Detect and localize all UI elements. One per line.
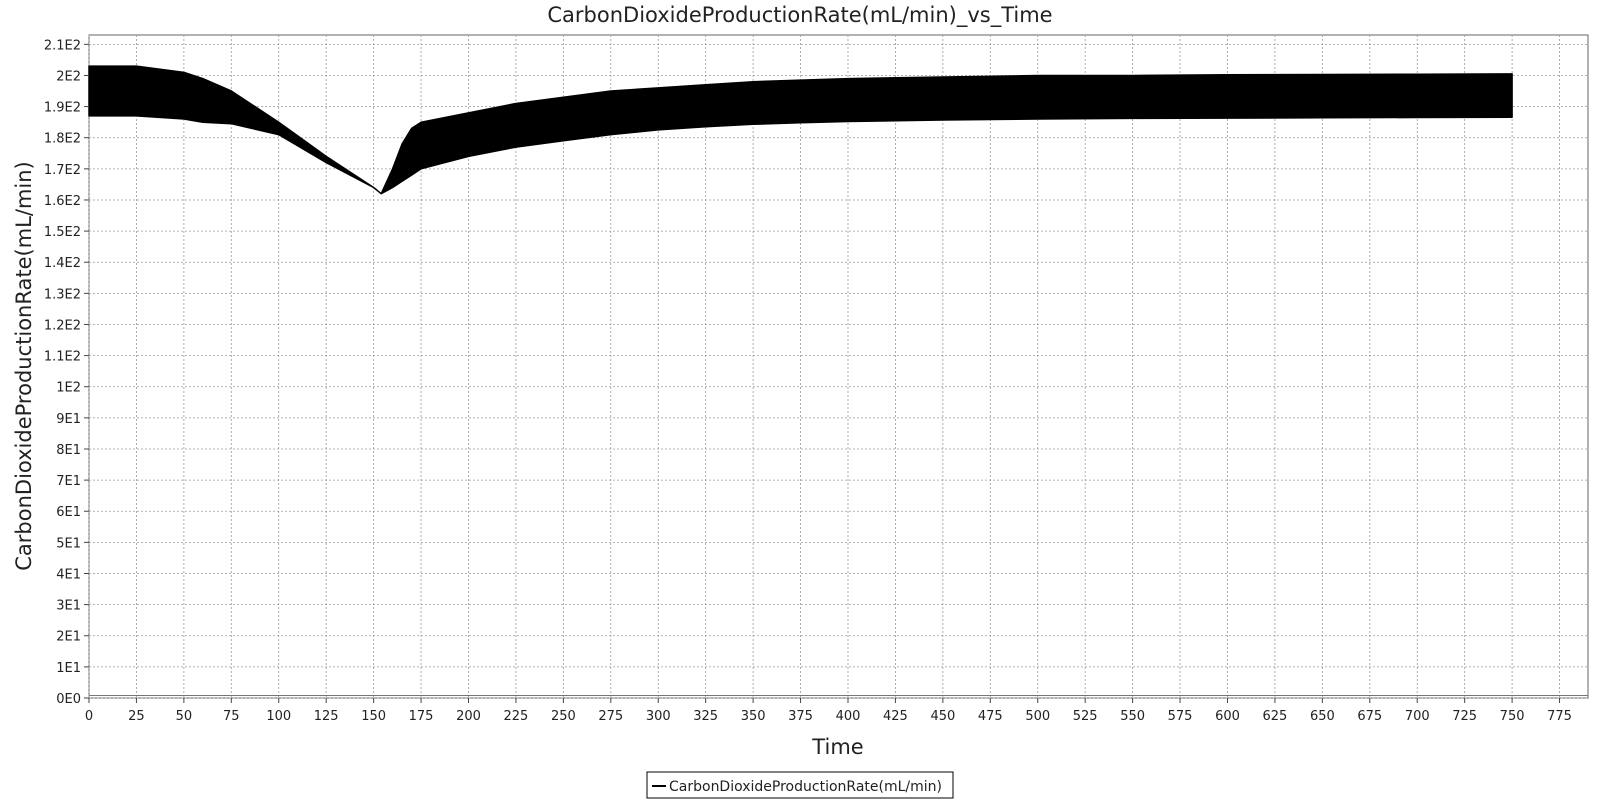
y-tick-label: 9E1	[56, 412, 81, 427]
y-tick-label: 1E1	[56, 661, 81, 676]
x-tick-label: 100	[266, 709, 291, 724]
x-tick-label: 150	[361, 709, 386, 724]
y-tick-label: 3E1	[56, 599, 81, 614]
y-tick-label: 1.7E2	[44, 163, 81, 178]
x-tick-label: 550	[1120, 709, 1145, 724]
x-tick-label: 175	[409, 709, 434, 724]
x-tick-label: 250	[551, 709, 576, 724]
y-tick-label: 1.3E2	[44, 287, 81, 302]
y-tick-label: 2E1	[56, 630, 81, 645]
x-tick-label: 600	[1215, 709, 1240, 724]
x-tick-label: 475	[978, 709, 1003, 724]
x-tick-label: 750	[1500, 709, 1525, 724]
x-axis: 0 25 50 75 100 125 150 175 200 225 250 275 300 325 350…	[85, 698, 1572, 724]
x-tick-label: 575	[1168, 709, 1193, 724]
chart-title: CarbonDioxideProductionRate(mL/min)_vs_T…	[547, 3, 1052, 28]
y-tick-label: 1.8E2	[44, 132, 81, 147]
x-tick-label: 725	[1452, 709, 1477, 724]
y-tick-label: 1.1E2	[44, 350, 81, 365]
y-axis: 0E0 1E1 2E1 3E1 4E1 5E1 6E1 7E1 8E1 9E1 1E2 1.1E2 1.…	[44, 38, 89, 707]
y-axis-label: CarbonDioxideProductionRate(mL/min)	[12, 161, 36, 570]
legend: CarbonDioxideProductionRate(mL/min)	[647, 772, 953, 798]
x-tick-label: 375	[788, 709, 813, 724]
y-tick-label: 6E1	[56, 505, 81, 520]
x-tick-label: 200	[456, 709, 481, 724]
plot-area	[89, 35, 1588, 698]
y-tick-label: 2E2	[56, 69, 81, 84]
x-tick-label: 50	[176, 709, 193, 724]
y-tick-label: 2.1E2	[44, 38, 81, 53]
x-tick-label: 525	[1073, 709, 1098, 724]
y-tick-label: 1.4E2	[44, 256, 81, 271]
legend-label: CarbonDioxideProductionRate(mL/min)	[669, 779, 942, 795]
x-tick-label: 0	[85, 709, 93, 724]
y-tick-label: 0E0	[56, 692, 81, 707]
y-tick-label: 4E1	[56, 567, 81, 582]
x-tick-label: 75	[223, 709, 240, 724]
x-tick-label: 625	[1263, 709, 1288, 724]
x-tick-label: 325	[693, 709, 718, 724]
x-tick-label: 775	[1547, 709, 1572, 724]
y-tick-label: 5E1	[56, 536, 81, 551]
y-tick-label: 1.6E2	[44, 194, 81, 209]
x-tick-label: 125	[314, 709, 339, 724]
y-tick-label: 7E1	[56, 474, 81, 489]
x-tick-label: 25	[128, 709, 145, 724]
y-tick-label: 1E2	[56, 381, 81, 396]
x-tick-label: 300	[646, 709, 671, 724]
x-tick-label: 275	[598, 709, 623, 724]
x-tick-label: 700	[1405, 709, 1430, 724]
x-tick-label: 225	[504, 709, 529, 724]
x-tick-label: 675	[1357, 709, 1382, 724]
y-tick-label: 1.2E2	[44, 318, 81, 333]
x-axis-label: Time	[811, 735, 863, 759]
x-tick-label: 425	[883, 709, 908, 724]
y-tick-label: 8E1	[56, 443, 81, 458]
x-tick-label: 500	[1025, 709, 1050, 724]
x-tick-label: 650	[1310, 709, 1335, 724]
y-tick-label: 1.5E2	[44, 225, 81, 240]
x-tick-label: 400	[836, 709, 861, 724]
y-tick-label: 1.9E2	[44, 101, 81, 116]
x-tick-label: 450	[930, 709, 955, 724]
x-tick-label: 350	[741, 709, 766, 724]
